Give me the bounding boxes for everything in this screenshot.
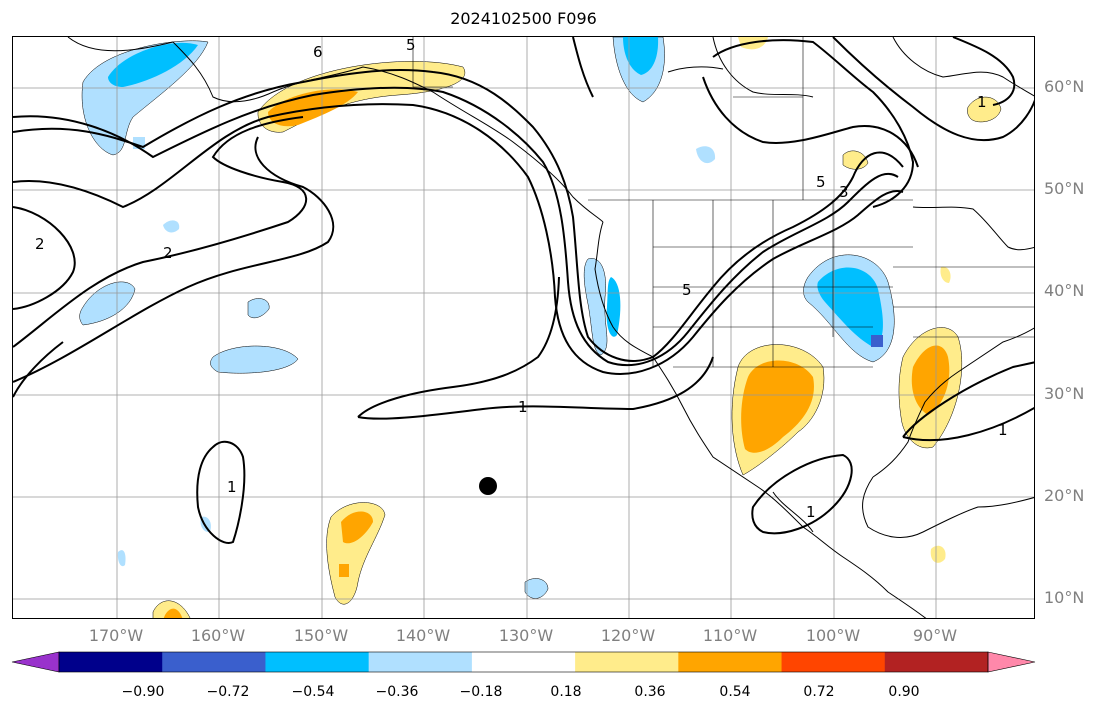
colorbar-border (58, 651, 989, 673)
colorbar-tick-label: 0.54 (719, 684, 751, 700)
colorbar-tick-label: −0.72 (206, 684, 250, 700)
contour-label: 1 (806, 503, 816, 521)
negative-anomaly-shading (79, 37, 895, 599)
colorbar-segment (781, 652, 886, 672)
colorbar-tick-label: −0.18 (459, 684, 503, 700)
colorbar-tick-label: −0.54 (291, 684, 335, 700)
colorbar-extend-low (11, 651, 60, 673)
contour-label: 5 (406, 37, 416, 54)
map-panel: 6 5 5 3 2 2 1 1 1 1 1 5 (12, 36, 1035, 619)
lat-label: 20°N (1044, 486, 1085, 505)
map-title: 2024102500 F096 (450, 9, 597, 28)
lon-label: 90°W (912, 626, 958, 645)
lat-label: 50°N (1044, 179, 1085, 198)
colorbar-segment (678, 652, 783, 672)
contour-label: 2 (163, 244, 173, 262)
colorbar-segment (265, 652, 370, 672)
colorbar-tick-label: 0.90 (888, 684, 920, 700)
lat-label: 10°N (1044, 588, 1085, 607)
contour-label: 2 (35, 235, 45, 253)
colorbar-tick-label: 0.72 (803, 684, 835, 700)
contour-labels: 6 5 5 3 2 2 1 1 1 1 1 5 (35, 37, 1008, 521)
colorbar-extend-high (987, 651, 1036, 673)
contour-label: 1 (977, 93, 987, 111)
contour-label: 1 (998, 421, 1008, 439)
colorbar-segment (59, 652, 163, 672)
lat-label: 40°N (1044, 281, 1085, 300)
colorbar-segment (162, 652, 266, 672)
lon-label: 110°W (702, 626, 758, 645)
colorbar (11, 651, 1036, 673)
lon-label: 100°W (805, 626, 861, 645)
contour-label: 6 (313, 43, 323, 61)
colorbar-tick-label: −0.36 (375, 684, 419, 700)
lon-label: 120°W (600, 626, 656, 645)
colorbar-segment (471, 652, 576, 672)
map-canvas: 6 5 5 3 2 2 1 1 1 1 1 5 (13, 37, 1034, 618)
colorbar-segment (368, 652, 473, 672)
political-borders (412, 37, 1034, 368)
lon-label: 170°W (88, 626, 144, 645)
colorbar-segment (884, 652, 989, 672)
colorbar-segment (575, 652, 679, 672)
colorbar-tick-label: 0.36 (634, 684, 666, 700)
lat-label: 30°N (1044, 384, 1085, 403)
contour-label: 1 (227, 478, 237, 496)
lon-label: 160°W (190, 626, 246, 645)
colorbar-tick-label: −0.90 (121, 684, 165, 700)
lat-label: 60°N (1044, 77, 1085, 96)
contour-lines (13, 37, 1034, 544)
lon-label: 140°W (395, 626, 451, 645)
contour-label: 1 (518, 398, 528, 416)
contour-label: 5 (682, 281, 692, 299)
colorbar-tick-label: 0.18 (550, 684, 582, 700)
graticule (13, 37, 1034, 618)
storm-center-marker (479, 477, 497, 495)
contour-label: 3 (839, 183, 849, 201)
contour-label: 5 (816, 173, 826, 191)
lon-label: 130°W (498, 626, 554, 645)
lon-label: 150°W (293, 626, 349, 645)
